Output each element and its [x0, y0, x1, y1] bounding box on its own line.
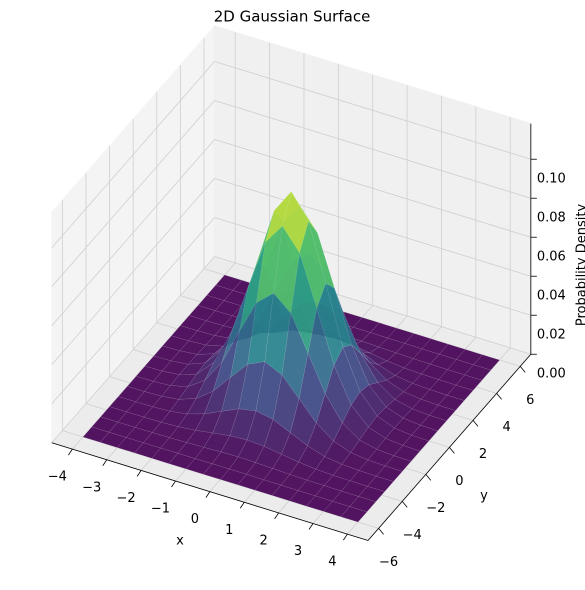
surface-cell	[393, 445, 421, 462]
x-tick	[205, 491, 211, 498]
z-tick-label: 0.06	[537, 250, 566, 265]
x-tick-label: 0	[191, 512, 199, 527]
x-tick	[239, 502, 245, 509]
y-tick-label: 0	[455, 474, 463, 489]
grid-line	[214, 178, 531, 277]
grid-line	[214, 100, 531, 199]
grid-line	[51, 217, 215, 405]
surface-cell	[384, 455, 412, 472]
grid-line	[51, 61, 215, 249]
chart-title: 2D Gaussian Surface	[214, 8, 371, 26]
z-tick-label: 0.08	[537, 211, 566, 226]
x-tick	[308, 523, 314, 530]
y-tick-label: 2	[479, 447, 487, 462]
y-tick-label: −4	[403, 528, 422, 543]
z-tick-label: 0.00	[537, 367, 566, 382]
x-tick	[274, 512, 279, 520]
y-tick	[449, 447, 455, 454]
x-tick-label: −3	[82, 480, 101, 495]
x-tick-label: 2	[259, 533, 267, 548]
x-tick	[136, 470, 142, 477]
z-tick-label: 0.10	[537, 172, 566, 187]
y-tick-label: −2	[426, 501, 445, 516]
x-axis-label: x	[176, 534, 184, 549]
x-tick-label: −1	[151, 502, 170, 517]
y-tick	[496, 393, 502, 400]
x-tick-label: 1	[225, 523, 233, 538]
z-axis-label: Probability Density	[575, 204, 585, 327]
grid-line	[51, 178, 215, 366]
grid-line	[214, 61, 531, 160]
surface-cell	[340, 506, 368, 523]
y-tick-label: −6	[379, 555, 398, 570]
grid-line	[51, 139, 215, 327]
x-tick	[102, 459, 108, 466]
x-tick-label: 4	[328, 555, 336, 570]
x-tick-label: 3	[294, 544, 302, 559]
z-tick-label: 0.02	[537, 328, 566, 343]
y-tick	[519, 366, 526, 373]
grid-line	[51, 100, 215, 288]
y-tick	[378, 528, 384, 535]
y-axis-label: y	[480, 489, 488, 504]
x-tick	[171, 480, 176, 488]
grid-line	[51, 256, 215, 444]
x-tick-label: −2	[117, 491, 136, 506]
grid-line	[214, 139, 531, 238]
z-tick-label: 0.04	[537, 289, 566, 304]
y-tick	[425, 474, 432, 481]
y-tick	[401, 501, 408, 508]
x-tick	[343, 533, 348, 541]
y-tick	[472, 420, 479, 427]
y-tick-label: 4	[502, 420, 510, 435]
x-tick	[68, 448, 73, 456]
surface-cell	[437, 394, 465, 411]
surface-cell	[428, 404, 456, 422]
x-tick-label: −4	[48, 470, 67, 485]
y-tick-label: 6	[526, 393, 534, 408]
